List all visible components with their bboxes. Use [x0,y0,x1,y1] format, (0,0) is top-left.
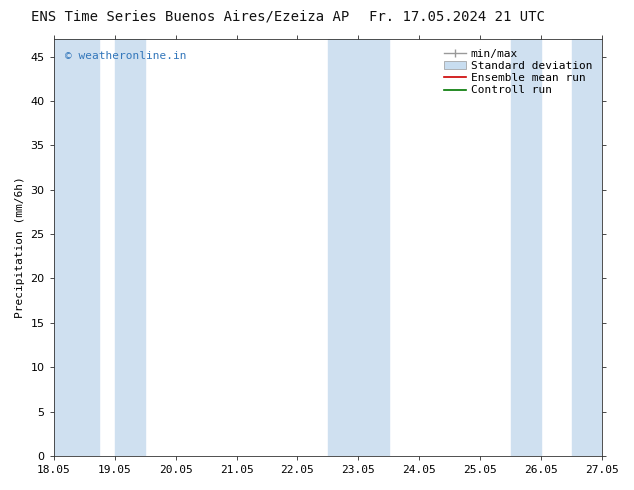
Bar [358,39,389,456]
Text: ENS Time Series Buenos Aires/Ezeiza AP: ENS Time Series Buenos Aires/Ezeiza AP [31,10,349,24]
Bar [54,39,100,456]
Bar [115,39,145,456]
Y-axis label: Precipitation (mm/6h): Precipitation (mm/6h) [15,176,25,318]
Text: © weatheronline.in: © weatheronline.in [65,51,186,61]
Bar [572,39,602,456]
Bar [328,39,358,456]
Legend: min/max, Standard deviation, Ensemble mean run, Controll run: min/max, Standard deviation, Ensemble me… [439,44,597,100]
Bar [511,39,541,456]
Text: Fr. 17.05.2024 21 UTC: Fr. 17.05.2024 21 UTC [368,10,545,24]
